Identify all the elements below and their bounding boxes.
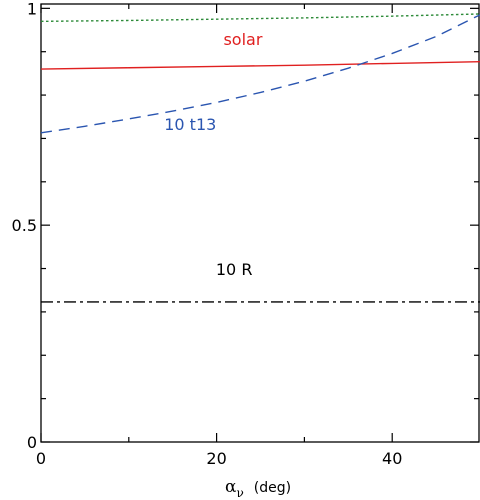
plot-area-border: [40, 3, 480, 443]
x-axis-unit: (deg): [254, 480, 291, 496]
x-tick-label: 20: [206, 449, 226, 468]
series-line-solar: [40, 60, 480, 70]
tick-labels: 0 20 40 0 0.5 1: [12, 0, 403, 468]
series-line-10-t13: [40, 14, 480, 134]
x-axis-title: αν (deg): [225, 477, 291, 500]
axis-ticks: [40, 4, 479, 443]
x-tick-label: 0: [36, 449, 46, 468]
y-tick-label: 1: [27, 0, 37, 18]
y-tick-label: 0: [27, 433, 37, 452]
plot-frame: [40, 3, 480, 443]
series-lines: [40, 13, 480, 303]
y-tick-label: 0.5: [12, 216, 37, 235]
series-annotation-10-r: 10 R: [216, 260, 253, 279]
x-tick-label: 40: [382, 449, 402, 468]
x-axis-subscript: ν: [236, 486, 243, 500]
x-axis-symbol: α: [225, 477, 237, 497]
series-line-atm: [40, 13, 480, 23]
series-annotation-solar: solar: [223, 30, 262, 49]
series-annotation-10-t13: 10 t13: [164, 115, 216, 134]
